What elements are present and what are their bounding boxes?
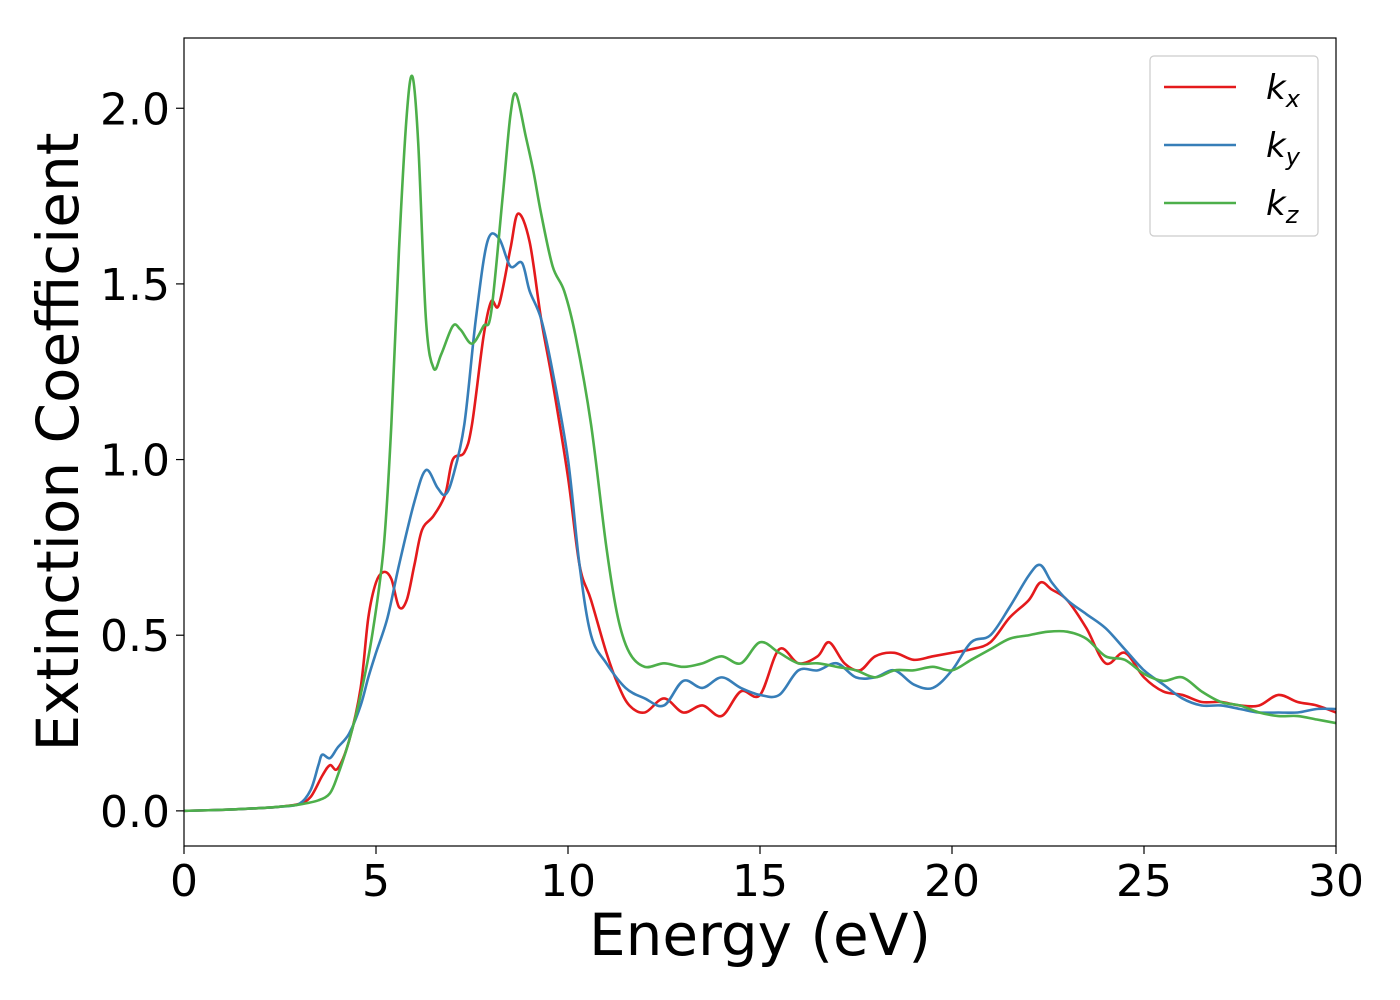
x-tick-label: 10 (540, 856, 596, 907)
series-layer (184, 74, 1336, 813)
y-axis-label: Extinction Coefficient (24, 133, 92, 752)
x-tick-label: 15 (732, 856, 788, 907)
x-axis-label: Energy (eV) (589, 901, 931, 969)
x-tick-label: 25 (1116, 856, 1172, 907)
y-tick-label: 1.0 (100, 436, 170, 487)
y-tick-label: 0.0 (100, 787, 170, 838)
y-tick-label: 0.5 (100, 611, 170, 662)
y-axis: 0.0 0.5 1.0 1.5 2.0 (100, 84, 184, 838)
x-axis: 0 5 10 15 20 25 30 (170, 846, 1364, 907)
legend-label-kx: kx (1266, 68, 1301, 113)
y-tick-label: 1.5 (100, 260, 170, 311)
series-line-kz (184, 74, 1336, 813)
legend-label-ky: ky (1266, 126, 1301, 171)
y-tick-label: 2.0 (100, 84, 170, 135)
x-tick-label: 5 (362, 856, 390, 907)
x-tick-label: 0 (170, 856, 198, 907)
series-line-ky (184, 232, 1336, 813)
x-tick-label: 20 (924, 856, 980, 907)
x-tick-label: 30 (1308, 856, 1364, 907)
